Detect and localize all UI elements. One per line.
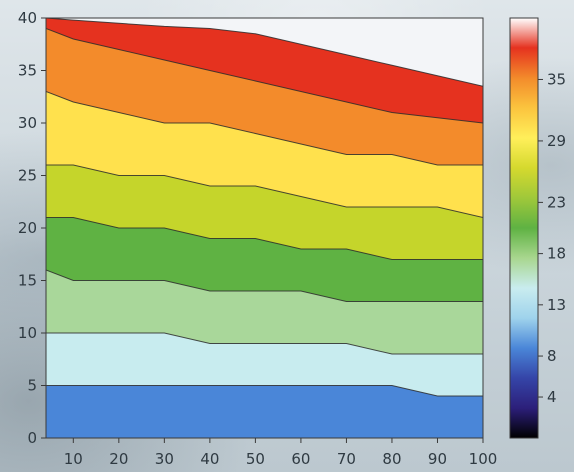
y-tick-label-30: 30 [18, 114, 37, 132]
x-tick-label-50: 50 [246, 450, 265, 468]
x-tick-label-30: 30 [155, 450, 174, 468]
colorbar-tick-label-29: 29 [547, 132, 566, 150]
x-tick-label-60: 60 [291, 450, 310, 468]
y-tick-label-5: 5 [27, 377, 37, 395]
axes: 10 20 30 40 50 60 70 80 90 100 0 5 10 15 20 25 30 35 40 [18, 9, 497, 468]
colorbar-tick-label-4: 4 [547, 388, 557, 406]
y-tick-label-35: 35 [18, 62, 37, 80]
y-tick-label-0: 0 [27, 429, 37, 447]
x-tick-label-80: 80 [382, 450, 401, 468]
colorbar-tick-label-13: 13 [547, 296, 566, 314]
contour-line-5 [46, 217, 483, 260]
contour-line-6 [46, 269, 483, 302]
colorbar-gradient [509, 17, 539, 439]
x-tick-label-40: 40 [200, 450, 219, 468]
colorbar-tick-label-35: 35 [547, 70, 566, 88]
y-tick-label-40: 40 [18, 9, 37, 27]
y-tick-label-25: 25 [18, 167, 37, 185]
contour-line-7 [46, 332, 483, 355]
x-tick-label-70: 70 [337, 450, 356, 468]
contour-line-8 [46, 385, 483, 397]
x-tick-label-10: 10 [64, 450, 83, 468]
x-tick-label-20: 20 [109, 450, 128, 468]
contour-line-3 [46, 91, 483, 166]
contour-band-8 [46, 385, 483, 438]
y-tick-label-15: 15 [18, 272, 37, 290]
x-tick-label-90: 90 [428, 450, 447, 468]
contour-line-1 [46, 18, 483, 87]
plot-area [46, 18, 483, 438]
colorbar-tick-label-8: 8 [547, 347, 557, 365]
y-tick-label-10: 10 [18, 324, 37, 342]
contour-line-2 [46, 28, 483, 124]
colorbar-tick-label-18: 18 [547, 245, 566, 263]
x-tick-label-100: 100 [469, 450, 498, 468]
colorbar: 4 8 13 18 23 29 35 [509, 17, 566, 439]
y-tick-label-20: 20 [18, 219, 37, 237]
colorbar-tick-label-23: 23 [547, 193, 566, 211]
contour-line-4 [46, 164, 483, 218]
